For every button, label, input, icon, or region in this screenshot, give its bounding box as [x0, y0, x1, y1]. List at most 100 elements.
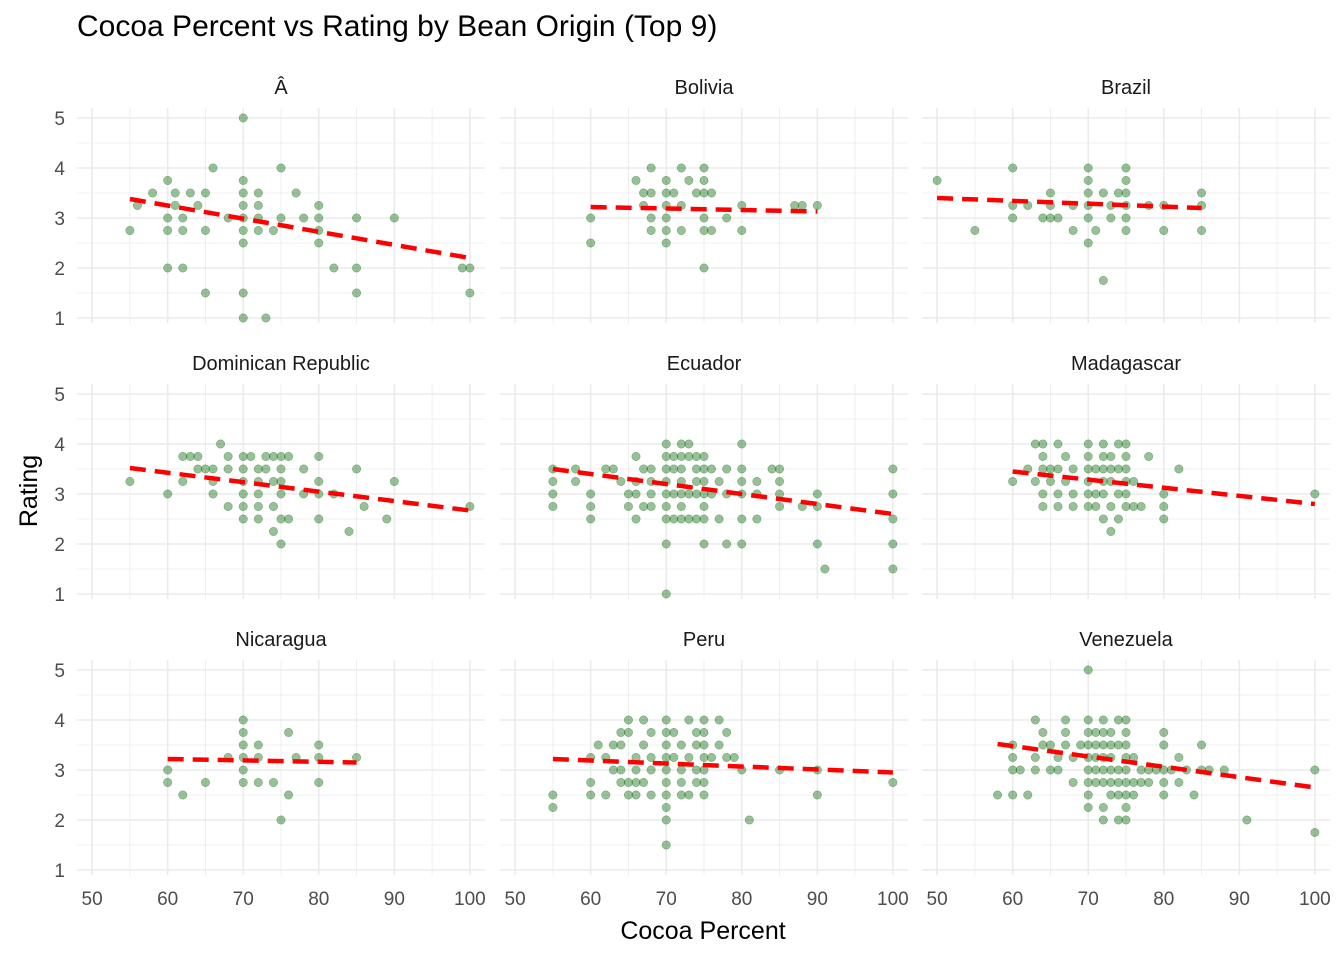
data-point [1113, 514, 1123, 524]
data-point [661, 727, 671, 737]
data-point [253, 514, 263, 524]
data-point [1197, 226, 1207, 236]
y-tick-label: 4 [54, 435, 65, 456]
data-point [1030, 439, 1040, 449]
data-point [684, 715, 694, 725]
data-point [1091, 489, 1101, 499]
data-point [669, 489, 679, 499]
data-point [1136, 501, 1146, 511]
data-point [631, 765, 641, 775]
data-point [253, 226, 263, 236]
data-point [1113, 715, 1123, 725]
data-point [1083, 802, 1093, 812]
data-point [1053, 464, 1063, 474]
data-point [125, 226, 135, 236]
data-point [178, 226, 188, 236]
data-point [1129, 777, 1139, 787]
facet-panels: Â Bolivia Brazil Dominican Republic Ecuador M… [77, 76, 1330, 875]
data-point [676, 790, 686, 800]
data-point [646, 790, 656, 800]
data-point [148, 188, 158, 198]
data-point [548, 790, 558, 800]
data-point [1045, 213, 1055, 223]
data-point [661, 840, 671, 850]
data-point [314, 740, 324, 750]
data-point [661, 539, 671, 549]
data-point [631, 790, 641, 800]
data-point [676, 740, 686, 750]
data-point [276, 514, 286, 524]
data-point [178, 213, 188, 223]
data-point [1098, 464, 1108, 474]
data-point [661, 777, 671, 787]
data-point [775, 476, 785, 486]
data-point [1174, 752, 1184, 762]
data-point [722, 539, 732, 549]
data-point [737, 476, 747, 486]
data-point [699, 740, 709, 750]
data-point [359, 501, 369, 511]
data-point [238, 740, 248, 750]
data-point [1091, 464, 1101, 474]
data-point [684, 790, 694, 800]
data-point [238, 201, 248, 211]
data-point [276, 451, 286, 461]
data-point [616, 740, 626, 750]
data-point [1030, 476, 1040, 486]
data-point [1121, 176, 1131, 186]
x-tick-label: 50 [505, 889, 526, 910]
data-point [1030, 715, 1040, 725]
y-tick-label: 5 [54, 385, 65, 406]
data-point [1091, 727, 1101, 737]
data-point [1045, 464, 1055, 474]
data-point [1045, 740, 1055, 750]
data-point [238, 113, 248, 123]
trend-line [552, 756, 893, 775]
y-tick-label: 2 [54, 259, 65, 280]
data-point [699, 514, 709, 524]
data-point [389, 476, 399, 486]
data-point [1098, 777, 1108, 787]
data-point [586, 777, 596, 787]
data-point [1083, 740, 1093, 750]
data-point [639, 464, 649, 474]
point-layer [163, 715, 362, 825]
facet-panel-dominican-republic: Dominican Republic [77, 353, 485, 599]
data-point [684, 451, 694, 461]
data-point [571, 476, 581, 486]
data-point [1113, 815, 1123, 825]
data-point [1038, 464, 1048, 474]
data-point [699, 188, 709, 198]
gridlines [77, 108, 485, 323]
facet-label: Bolivia [675, 77, 735, 99]
data-point [352, 213, 362, 223]
x-tick-label: 80 [731, 889, 752, 910]
data-point [314, 451, 324, 461]
data-point [1174, 464, 1184, 474]
data-point [676, 514, 686, 524]
data-point [623, 489, 633, 499]
data-point [1068, 489, 1078, 499]
data-point [1083, 777, 1093, 787]
data-point [1068, 777, 1078, 787]
point-layer [932, 163, 1207, 285]
trend-line [129, 465, 471, 513]
data-point [970, 226, 980, 236]
x-tick-label: 60 [580, 889, 601, 910]
axis-ticks: 1 2 3 4 5 1 2 3 4 5 1 2 3 4 5 50 60 70 80 90 100 50 60 70 80 90 10… [54, 109, 1330, 910]
data-point [820, 564, 830, 574]
data-point [1098, 275, 1108, 285]
data-point [775, 464, 785, 474]
data-point [812, 489, 822, 499]
data-point [775, 501, 785, 511]
data-point [1121, 727, 1131, 737]
x-tick-label: 70 [233, 889, 254, 910]
data-point [888, 564, 898, 574]
data-point [329, 263, 339, 273]
data-point [1098, 765, 1108, 775]
x-tick-label: 90 [1229, 889, 1250, 910]
data-point [238, 489, 248, 499]
facet-panel-peru: Peru [500, 629, 908, 875]
data-point [631, 514, 641, 524]
data-point [676, 439, 686, 449]
